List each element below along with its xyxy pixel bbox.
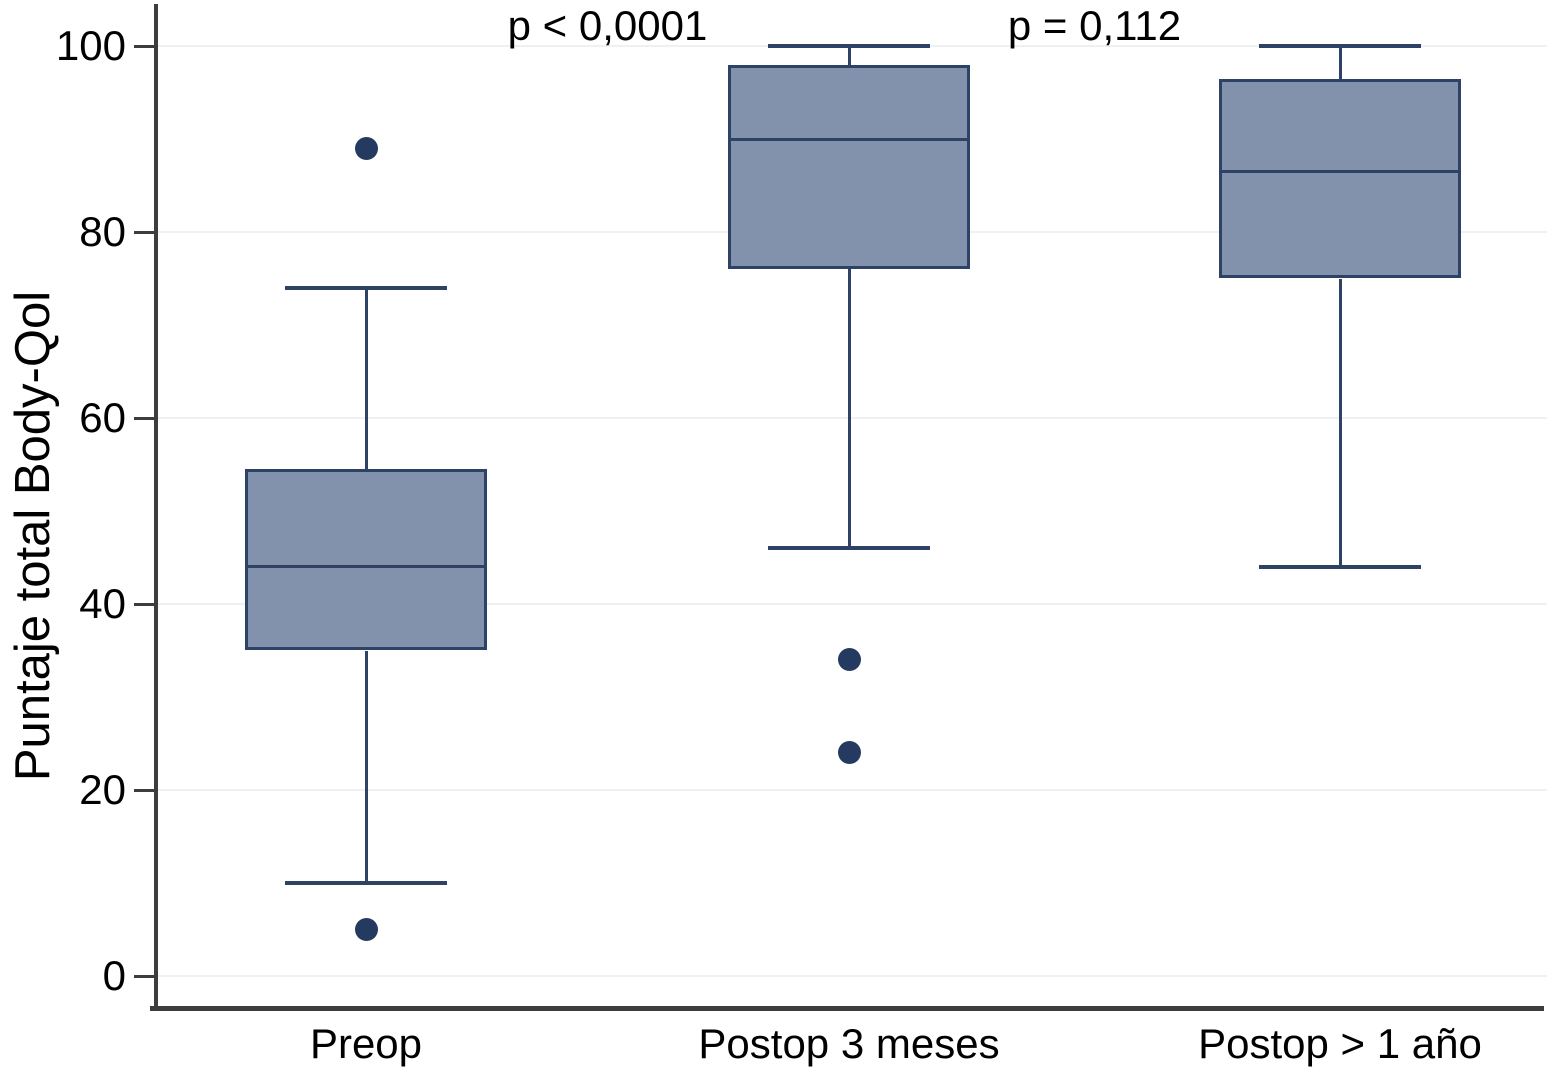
upper-whisker-cap (1259, 44, 1421, 48)
y-gridline (158, 975, 1547, 977)
median-line (1219, 170, 1461, 174)
y-gridline (158, 417, 1547, 419)
upper-whisker-cap (768, 44, 930, 48)
outlier-dot (354, 136, 378, 160)
median-line (728, 137, 970, 141)
x-category-label: Preop (309, 1020, 423, 1067)
y-tick-label: 40 (79, 580, 126, 627)
lower-whisker-line (364, 650, 368, 883)
lower-whisker-line (1338, 278, 1342, 567)
y-tick-mark (134, 230, 154, 234)
y-tick-label: 80 (79, 208, 126, 255)
y-tick-mark (134, 602, 154, 606)
x-category-label: Postop 3 meses (698, 1020, 1000, 1067)
outlier-dot (837, 741, 861, 765)
upper-whisker-cap (285, 285, 447, 290)
iqr-box (245, 469, 487, 651)
y-tick-label: 60 (79, 394, 126, 441)
y-tick-label: 100 (55, 22, 126, 69)
p-value-annotation: p < 0,0001 (507, 2, 708, 49)
upper-whisker-line (364, 287, 368, 470)
iqr-box (728, 64, 970, 270)
lower-whisker-cap (1259, 564, 1421, 569)
median-line (245, 565, 487, 569)
y-gridline (158, 789, 1547, 791)
upper-whisker-line (1338, 46, 1342, 79)
lower-whisker-line (847, 269, 851, 549)
upper-whisker-line (847, 46, 851, 65)
p-value-annotation: p = 0,112 (1007, 2, 1182, 49)
outlier-dot (837, 648, 861, 672)
iqr-box (1219, 78, 1461, 279)
y-tick-mark (134, 974, 154, 978)
y-tick-mark (134, 416, 154, 420)
y-tick-mark (134, 788, 154, 792)
lower-whisker-cap (285, 881, 447, 885)
y-tick-label: 0 (102, 952, 126, 999)
y-tick-label: 20 (79, 766, 126, 813)
y-axis-title: Puntaje total Body-Qol (6, 290, 60, 782)
y-axis-line (154, 4, 158, 1011)
lower-whisker-cap (768, 546, 930, 551)
x-category-label: Postop > 1 año (1198, 1020, 1482, 1067)
x-axis-line (150, 1006, 1544, 1011)
y-tick-mark (134, 44, 154, 48)
y-gridline (158, 603, 1547, 605)
outlier-dot (354, 918, 378, 941)
